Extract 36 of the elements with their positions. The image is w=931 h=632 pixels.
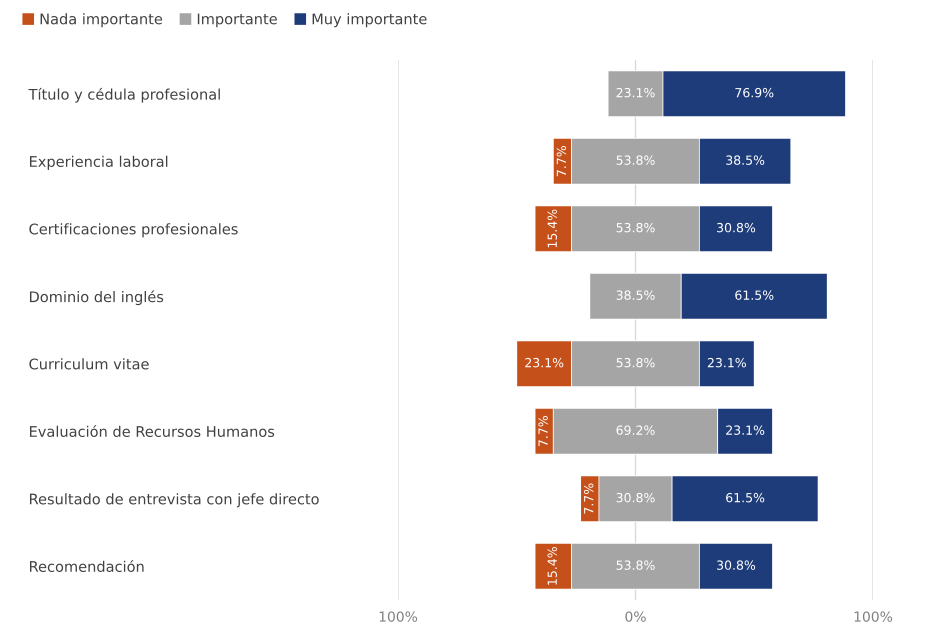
data-label: 30.8%	[717, 222, 756, 232]
legend-label: Nada importante	[40, 13, 162, 28]
data-label: 23.1%	[726, 425, 764, 435]
x-tick-label: 100%	[854, 611, 892, 622]
y-tick-label: Evaluación de Recursos Humanos	[30, 425, 274, 437]
y-tick-label: Resultado de entrevista con jefe directo	[30, 493, 319, 508]
data-label: 15.4%	[547, 547, 557, 585]
y-tick-label: Recomendación	[30, 560, 144, 572]
data-label: 23.1%	[616, 88, 655, 98]
data-label: 7.7%	[584, 484, 594, 514]
data-label: 76.9%	[735, 88, 774, 98]
data-label: 15.4%	[547, 210, 557, 248]
y-tick-label: Título y cédula profesional	[28, 88, 220, 103]
x-tick-label: 100%	[380, 611, 418, 622]
data-label: 53.8%	[616, 222, 655, 232]
data-label: 23.1%	[708, 358, 746, 368]
data-label: 38.5%	[616, 290, 655, 300]
legend-label: Importante	[198, 14, 277, 28]
data-label: 53.8%	[616, 358, 655, 368]
data-label: 53.8%	[616, 155, 655, 165]
y-tick-label: Certificaciones profesionales	[29, 223, 238, 238]
data-label: 30.8%	[616, 492, 655, 502]
y-tick-label: Experiencia laboral	[30, 156, 168, 170]
data-label: 61.5%	[726, 492, 764, 502]
data-label: 30.8%	[717, 560, 756, 570]
data-label: 7.7%	[538, 416, 548, 446]
data-label: 53.8%	[616, 560, 655, 570]
data-label: 7.7%	[556, 146, 566, 176]
x-tick-label: 0%	[625, 611, 646, 622]
data-label: 23.1%	[525, 358, 564, 368]
legend-label: Muy importante	[312, 13, 427, 28]
data-label: 61.5%	[735, 290, 774, 300]
y-tick-label: Curriculum vitae	[29, 358, 149, 370]
data-label: 38.5%	[726, 155, 764, 165]
y-tick-label: Dominio del inglés	[30, 290, 164, 306]
data-label: 69.2%	[616, 425, 655, 435]
